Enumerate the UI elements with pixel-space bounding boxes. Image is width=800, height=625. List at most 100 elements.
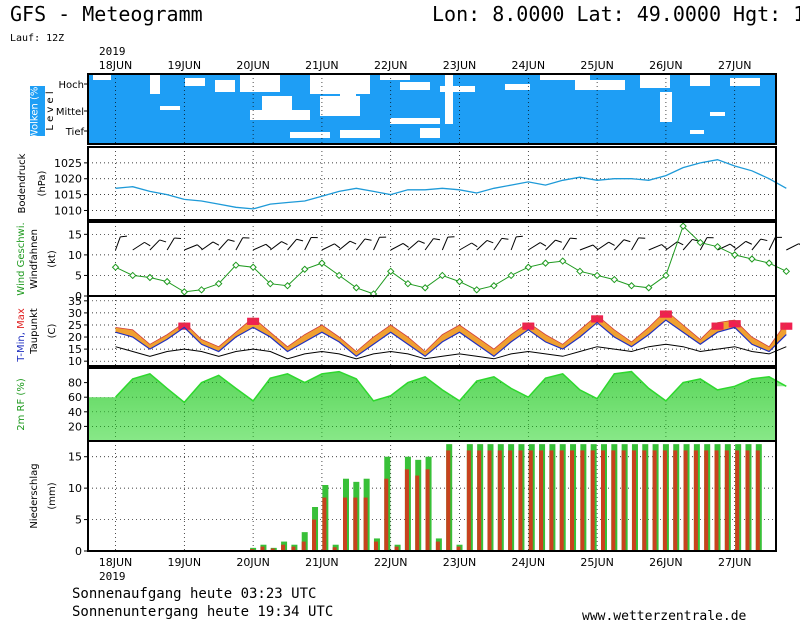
x-label-bottom: 27JUN xyxy=(718,556,752,569)
wind-speed-point xyxy=(713,242,722,251)
y-tick-label: 5 xyxy=(75,269,82,282)
temp-hot-peak xyxy=(728,320,741,328)
wind-speed-line xyxy=(115,225,787,295)
precip-bar-rain xyxy=(518,450,523,551)
rh-ylabel: 2m RF (%) xyxy=(16,378,27,431)
wind-barb-flag xyxy=(311,237,318,239)
wind-barb-flag xyxy=(227,239,235,242)
y-tick-label: 35 xyxy=(68,295,82,308)
wind-barb-flag xyxy=(402,243,409,248)
wind-barb-staff xyxy=(235,237,244,251)
cloud-patch xyxy=(420,128,440,138)
wind-barb-flag xyxy=(760,238,768,242)
wind-barb-flag xyxy=(516,235,523,238)
precip-bar-rain xyxy=(621,450,626,551)
precip-bar-rain xyxy=(508,450,513,551)
wind-barb-staff xyxy=(424,238,434,251)
wind-barb-staff xyxy=(304,237,312,251)
tmax-line xyxy=(115,309,787,353)
wind-barb-staff xyxy=(493,238,503,251)
y-tick-label: 25 xyxy=(68,319,82,332)
wind-barb-staff xyxy=(287,238,297,251)
wind-barb-staff xyxy=(734,240,747,251)
wind-speed-point xyxy=(576,267,584,276)
wind-speed-point xyxy=(507,271,515,280)
wind-barb-staff xyxy=(528,242,541,251)
y-tick-label: 1025 xyxy=(54,157,82,170)
cloud-patch xyxy=(250,110,310,120)
wind-speed-point xyxy=(662,271,670,280)
precip-bar-rain xyxy=(601,450,605,551)
pressure-ylabel: Bodendruck xyxy=(17,153,28,213)
model-run: Lauf: 12Z xyxy=(10,33,65,44)
cloud-patch xyxy=(340,80,356,110)
precip-bar-rain xyxy=(590,450,595,551)
wind-speed-point xyxy=(129,271,137,280)
precip-bar-rain xyxy=(662,450,667,551)
wind-unit: (kt) xyxy=(47,250,58,268)
cloud-level-label: Tief xyxy=(65,127,85,138)
wind-speed-point xyxy=(215,279,223,288)
cloud-patch xyxy=(400,82,430,90)
precip-bar-rain xyxy=(611,450,616,551)
cloud-patch xyxy=(185,78,205,86)
wind-barb-flag xyxy=(501,237,509,240)
cloud-patch xyxy=(160,106,180,110)
wind-speed-point xyxy=(645,284,653,292)
sunset-text: Sonnenuntergang heute 19:34 UTC xyxy=(72,604,334,620)
cloud-ylabel: Wolken (%) xyxy=(30,83,41,140)
temp-hot-peak xyxy=(711,322,724,330)
wind-barb xyxy=(493,237,509,251)
precip-unit: (mm) xyxy=(47,482,58,509)
precip-bar-rain xyxy=(714,450,719,551)
y-tick-label: 10 xyxy=(68,355,82,368)
y-tick-label: 10 xyxy=(68,249,82,262)
cloud-label-box xyxy=(30,86,45,136)
wind-barb-flag xyxy=(608,241,615,246)
wind-barb-flag xyxy=(745,240,753,245)
temp-range-area xyxy=(115,310,787,357)
wind-barb xyxy=(252,243,272,251)
wind-barb-flag xyxy=(418,240,425,244)
wind-speed-point xyxy=(748,255,756,263)
x-label-bottom: 25JUN xyxy=(580,556,614,569)
temp-ylabel2: Taupunkt xyxy=(29,308,40,355)
wind-speed-point xyxy=(111,263,120,271)
pressure-unit: (hPa) xyxy=(37,170,48,196)
precip-bar-rain xyxy=(693,450,698,551)
precip-bar-rain xyxy=(745,450,750,551)
wind-barb xyxy=(545,239,562,251)
temp-ylabel: T-Min, Max xyxy=(16,308,27,363)
precip-bar-rain xyxy=(353,497,358,551)
wind-barb-flag xyxy=(661,244,668,250)
wind-barb-staff xyxy=(717,243,731,251)
x-label-top: 23JUN xyxy=(443,59,477,72)
wind-barb-flag xyxy=(364,238,372,241)
x-label-bottom: 23JUN xyxy=(443,556,477,569)
wind-speed-point xyxy=(438,271,447,280)
cloud-patch xyxy=(290,132,330,138)
x-label-bottom: 20JUN xyxy=(236,556,270,569)
temp-hot-peak xyxy=(780,322,793,330)
precip-bar-rain xyxy=(652,450,657,551)
precip-bar-rain xyxy=(559,450,564,551)
wind-barb-flag xyxy=(281,241,288,246)
wind-speed-point xyxy=(524,263,533,271)
wind-speed-point xyxy=(318,259,326,267)
wind-barb-staff xyxy=(596,241,610,251)
wind-barb-flag xyxy=(334,243,341,249)
temp-hot-peak xyxy=(178,322,191,330)
wind-barb xyxy=(648,244,668,251)
rh-line xyxy=(114,370,787,404)
precip-bar-rain xyxy=(704,450,709,551)
wind-barb-staff xyxy=(390,242,404,251)
wind-speed-point xyxy=(197,286,206,294)
precip-bar-rain xyxy=(394,546,399,551)
wind-barb-flag xyxy=(379,236,387,238)
cloud-patch xyxy=(710,112,725,116)
wind-barb xyxy=(184,244,203,251)
precip-bar-rain xyxy=(683,450,688,551)
precip-bar-rain xyxy=(549,450,554,551)
website-link[interactable]: www.wetterzentrale.de xyxy=(582,609,747,624)
wind-barb xyxy=(287,238,304,251)
